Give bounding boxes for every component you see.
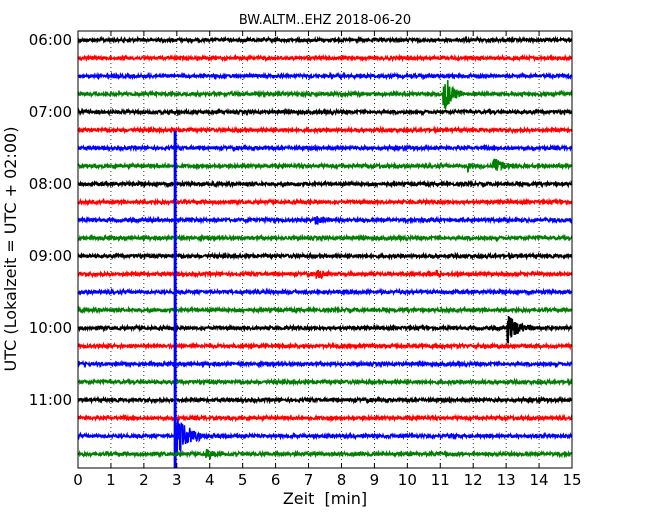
x-tick-label: 2: [139, 471, 149, 489]
x-tick-label: 0: [73, 471, 83, 489]
x-tick-label: 8: [337, 471, 347, 489]
trace-line: [78, 71, 572, 81]
trace-line: [78, 107, 572, 117]
x-axis: 0 1 2 3 4 5 6 7 8 9 10 11 12 13 14 15: [73, 31, 582, 489]
seismogram-traces: [78, 35, 572, 468]
trace-line: [78, 359, 572, 369]
x-tick-label: 7: [304, 471, 314, 489]
trace-line: [78, 377, 572, 387]
x-tick-label: 1: [106, 471, 116, 489]
y-axis-label: UTC (Lokalzeit = UTC + 02:00): [1, 127, 20, 372]
x-tick-label: 14: [530, 471, 549, 489]
trace-line: [78, 287, 572, 297]
trace-line: [78, 268, 572, 280]
trace-line: [78, 157, 572, 173]
trace-line: [78, 35, 572, 45]
x-tick-label: 11: [431, 471, 450, 489]
y-tick-label: 09:00: [29, 247, 72, 265]
x-tick-label: 13: [497, 471, 516, 489]
x-tick-label: 10: [398, 471, 417, 489]
y-axis: 06:00 07:00 08:00 09:00 10:00 11:00: [29, 31, 83, 409]
trace-line: [78, 125, 572, 135]
y-tick-label: 11:00: [29, 391, 72, 409]
trace-line: [78, 215, 572, 225]
trace-line: [78, 233, 572, 243]
trace-line: [78, 179, 572, 189]
x-tick-label: 6: [271, 471, 281, 489]
x-tick-label: 12: [464, 471, 483, 489]
trace-line: [78, 143, 572, 153]
y-tick-label: 10:00: [29, 319, 72, 337]
chart-title: BW.ALTM..EHZ 2018-06-20: [239, 13, 411, 28]
trace-line: [78, 413, 572, 423]
trace-line: [78, 251, 572, 261]
x-tick-label: 5: [238, 471, 248, 489]
x-axis-label: Zeit [min]: [283, 489, 367, 508]
grid-lines: [110, 31, 540, 468]
trace-line: [78, 341, 572, 351]
trace-line: [78, 197, 572, 207]
trace-line: [78, 448, 572, 461]
trace-line: [78, 395, 572, 405]
y-tick-label: 06:00: [29, 31, 72, 49]
x-tick-label: 3: [172, 471, 182, 489]
y-tick-label: 08:00: [29, 175, 72, 193]
trace-line: [78, 80, 572, 110]
trace-line: [78, 418, 572, 457]
x-tick-label: 9: [370, 471, 380, 489]
event-spike: [173, 131, 177, 468]
x-tick-label: 15: [562, 471, 581, 489]
trace-line: [78, 315, 572, 344]
trace-line: [78, 305, 572, 315]
y-tick-label: 07:00: [29, 103, 72, 121]
plot-frame: [77, 30, 573, 469]
x-tick-label: 4: [205, 471, 215, 489]
trace-line: [78, 53, 572, 63]
